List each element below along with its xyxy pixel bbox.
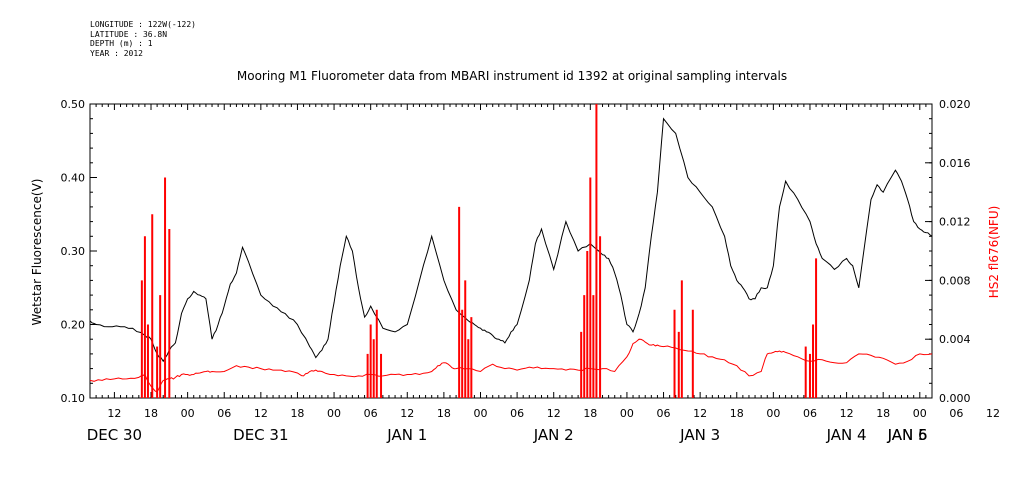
- x-tick-label: 00: [181, 407, 195, 420]
- x-axis: 12 18 00 06 12 18 00 06 12 18 00 06 12 18 00 06 12 18 00 06…: [87, 104, 1000, 444]
- x-tick-label: 06: [217, 407, 231, 420]
- right-y-tick-label: 0.004: [939, 333, 971, 346]
- x-tick-label: 18: [730, 407, 744, 420]
- right-y-tick-label: 0.012: [939, 216, 971, 229]
- x-tick-label: 00: [473, 407, 487, 420]
- x-tick-label: 18: [144, 407, 158, 420]
- x-tick-label: 12: [547, 407, 561, 420]
- x-day-label: JAN 2: [533, 426, 574, 444]
- x-tick-label: 18: [876, 407, 890, 420]
- x-day-label: DEC 31: [233, 426, 288, 444]
- x-tick-label: 12: [986, 407, 1000, 420]
- x-tick-label: 18: [437, 407, 451, 420]
- left-y-tick-label: 0.50: [61, 98, 86, 111]
- left-y-tick-label: 0.20: [61, 319, 86, 332]
- x-tick-label: 18: [583, 407, 597, 420]
- depth-label: DEPTH (m) : 1: [90, 39, 153, 48]
- x-day-label: JAN 6: [887, 426, 928, 444]
- x-tick-label: 06: [949, 407, 963, 420]
- right-y-tick-label: 0.020: [939, 98, 971, 111]
- right-y-tick-label: 0.008: [939, 274, 971, 287]
- x-tick-label: 00: [327, 407, 341, 420]
- left-axis-label: Wetstar Fluorescence(V): [30, 179, 44, 326]
- wetstar-fluorescence-line: [89, 117, 933, 363]
- x-day-label: JAN 1: [386, 426, 427, 444]
- right-axis-label: HS2 fl676(NFU): [987, 206, 1001, 299]
- metadata-block: LONGITUDE : 122W(-122) LATITUDE : 36.8N …: [90, 20, 196, 58]
- x-tick-label: 00: [620, 407, 634, 420]
- year-label: YEAR : 2012: [90, 48, 143, 58]
- x-tick-label: 12: [840, 407, 854, 420]
- longitude-label: LONGITUDE : 122W(-122): [90, 20, 196, 29]
- series-group: [89, 104, 933, 398]
- hs2-fl676-line: [89, 338, 933, 393]
- left-y-tick-label: 0.30: [61, 245, 86, 258]
- left-y-tick-label: 0.40: [61, 172, 86, 185]
- x-tick-label: 12: [254, 407, 268, 420]
- latitude-label: LATITUDE : 36.8N: [90, 29, 168, 39]
- chart-title: Mooring M1 Fluorometer data from MBARI i…: [237, 69, 787, 83]
- x-tick-label: 00: [766, 407, 780, 420]
- x-tick-label: 06: [510, 407, 524, 420]
- left-y-axis: 0.10 0.20 0.30 0.40 0.50: [61, 98, 97, 405]
- x-tick-label: 18: [290, 407, 304, 420]
- left-y-tick-label: 0.10: [61, 392, 86, 405]
- x-day-label: JAN 4: [826, 426, 867, 444]
- x-day-label: JAN 5: [887, 426, 928, 444]
- right-y-axis: 0.000 0.004 0.008 0.012 0.016 0.020: [925, 98, 971, 405]
- x-day-label: DEC 30: [87, 426, 142, 444]
- right-y-tick-label: 0.016: [939, 157, 971, 170]
- x-tick-label: 06: [364, 407, 378, 420]
- x-tick-label: 06: [803, 407, 817, 420]
- x-tick-label: 12: [107, 407, 121, 420]
- right-y-tick-label: 0.000: [939, 392, 971, 405]
- x-day-label: JAN 3: [679, 426, 720, 444]
- x-tick-label: 12: [400, 407, 414, 420]
- x-tick-label: 06: [657, 407, 671, 420]
- x-tick-label: 00: [913, 407, 927, 420]
- x-tick-label: 12: [693, 407, 707, 420]
